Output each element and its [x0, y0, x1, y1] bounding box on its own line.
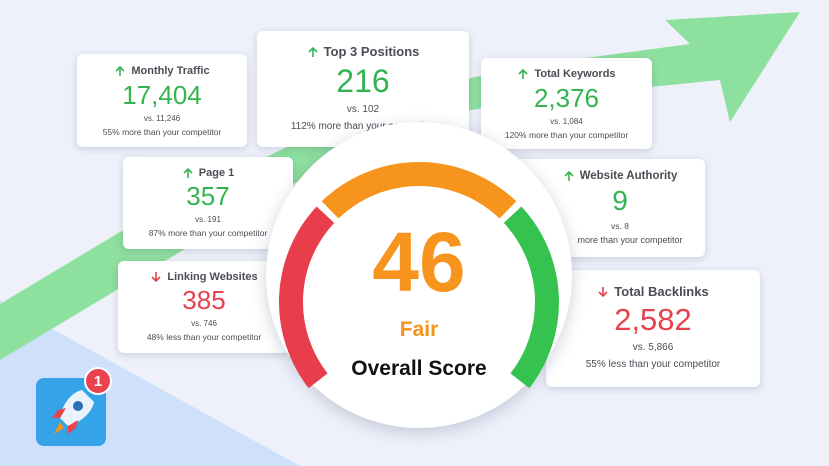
card-comparison: 55% more than your competitor — [102, 127, 222, 137]
card-label: Top 3 Positions — [257, 44, 469, 59]
growth-arrow — [0, 12, 800, 360]
card-comparison: 48% less than your competitor — [146, 332, 262, 342]
overall-score-gauge: 46 Fair Overall Score — [266, 122, 572, 428]
card-comparison: 112% more than your competitor — [290, 121, 436, 132]
arrow-up-icon — [308, 46, 318, 57]
card-monthly-traffic: Monthly Traffic 17,404 vs. 11,246 55% mo… — [77, 54, 247, 147]
card-vs: vs. 8 — [611, 221, 629, 231]
card-page-1: Page 1 357 vs. 191 87% more than your co… — [123, 157, 293, 249]
gauge-arcs — [279, 162, 559, 389]
arrow-up-icon — [183, 167, 193, 178]
card-value: 357 — [186, 181, 230, 211]
card-vs: vs. 5,866 — [632, 342, 674, 353]
card-vs: vs. 1,084 — [550, 117, 583, 126]
card-label: Monthly Traffic — [77, 65, 247, 77]
card-value: 385 — [182, 285, 226, 315]
card-total-keywords: Total Keywords 2,376 vs. 1,084 120% more… — [481, 58, 652, 149]
card-value: 17,404 — [122, 80, 202, 110]
score-caption: Overall Score — [351, 357, 487, 380]
card-vs: vs. 191 — [195, 215, 221, 224]
card-comparison: 55% less than your competitor — [585, 359, 721, 370]
card-value: 216 — [336, 63, 390, 99]
card-label: Page 1 — [123, 167, 293, 179]
card-label-text: Page 1 — [198, 167, 235, 179]
notification-count: 1 — [93, 372, 103, 390]
card-total-backlinks: Total Backlinks 2,582 vs. 5,866 55% less… — [546, 270, 760, 387]
card-vs: vs. 746 — [191, 319, 217, 328]
gauge-segment-mid — [321, 162, 517, 219]
arrow-up-icon — [115, 65, 125, 76]
card-linking-websites: Linking Websites 385 vs. 746 48% less th… — [118, 261, 290, 353]
card-vs: vs. 11,246 — [143, 114, 181, 123]
arrow-up-icon — [564, 170, 574, 181]
card-value: 9 — [612, 185, 628, 216]
arrow-up-icon — [518, 68, 529, 79]
card-label: Linking Websites — [118, 271, 290, 283]
gauge-segment-high — [503, 206, 559, 389]
card-label: Website Authority — [515, 170, 705, 182]
score-value: 46 — [372, 215, 466, 309]
arrow-down-icon — [598, 286, 608, 297]
card-comparison: 120% more than your competitor — [504, 130, 629, 140]
card-value: 2,376 — [533, 83, 600, 113]
card-comparison: more than your competitor — [577, 235, 683, 245]
rocket-icon — [52, 390, 94, 434]
score-rating: Fair — [399, 318, 439, 341]
card-label-text: Monthly Traffic — [131, 65, 210, 77]
card-vs: vs. 102 — [346, 104, 380, 115]
gauge-segment-low — [279, 206, 335, 389]
card-label-text: Linking Websites — [167, 271, 258, 283]
card-label-text: Website Authority — [579, 170, 678, 182]
card-label-text: Total Backlinks — [614, 284, 709, 299]
card-label-text: Total Keywords — [534, 68, 616, 80]
card-label: Total Backlinks — [546, 284, 760, 299]
card-value: 2,582 — [614, 302, 692, 337]
notification-badge: 1 — [84, 367, 112, 395]
card-label-text: Top 3 Positions — [323, 44, 420, 59]
card-label: Total Keywords — [481, 68, 652, 80]
arrow-down-icon — [151, 272, 161, 283]
card-comparison: 87% more than your competitor — [148, 228, 268, 238]
